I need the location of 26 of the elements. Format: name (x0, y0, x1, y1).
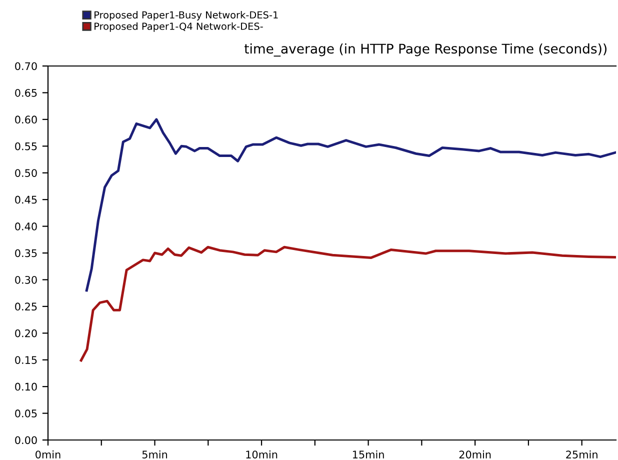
legend-label: Proposed Paper1-Busy Network-DES-1 (94, 11, 278, 20)
y-tick-label: 0.15 (15, 356, 37, 364)
y-tick-label: 0.20 (15, 329, 37, 338)
x-tick-label: 0min (36, 450, 60, 458)
y-tick-label: 0.10 (15, 382, 37, 391)
y-tick-label: 0.00 (15, 436, 37, 444)
y-tick-label: 0.50 (15, 169, 37, 177)
y-tick-label: 0.25 (15, 302, 37, 311)
x-tick-label: 25min (566, 450, 598, 458)
legend-label: Proposed Paper1-Q4 Network-DES- (94, 22, 263, 32)
y-tick-label: 0.35 (15, 249, 37, 258)
y-tick-label: 0.60 (15, 116, 37, 124)
line-series (80, 246, 616, 362)
y-tick-label: 0.40 (15, 222, 37, 230)
y-tick-label: 0.55 (15, 142, 37, 150)
y-tick-label: 0.45 (15, 196, 37, 204)
y-tick-label: 0.65 (15, 88, 37, 97)
x-tick-label: 15min (352, 450, 384, 458)
x-tick-label: 10min (246, 450, 278, 458)
line-series (85, 118, 616, 292)
y-tick-label: 0.30 (15, 276, 37, 284)
x-tick-label: 5min (142, 450, 168, 458)
y-tick-label: 0.05 (15, 410, 37, 418)
chart-title: time_average (in HTTP Page Response Time (seconds)) (244, 43, 606, 57)
y-tick-label: 0.70 (15, 62, 37, 70)
x-tick-label: 20min (459, 450, 491, 458)
